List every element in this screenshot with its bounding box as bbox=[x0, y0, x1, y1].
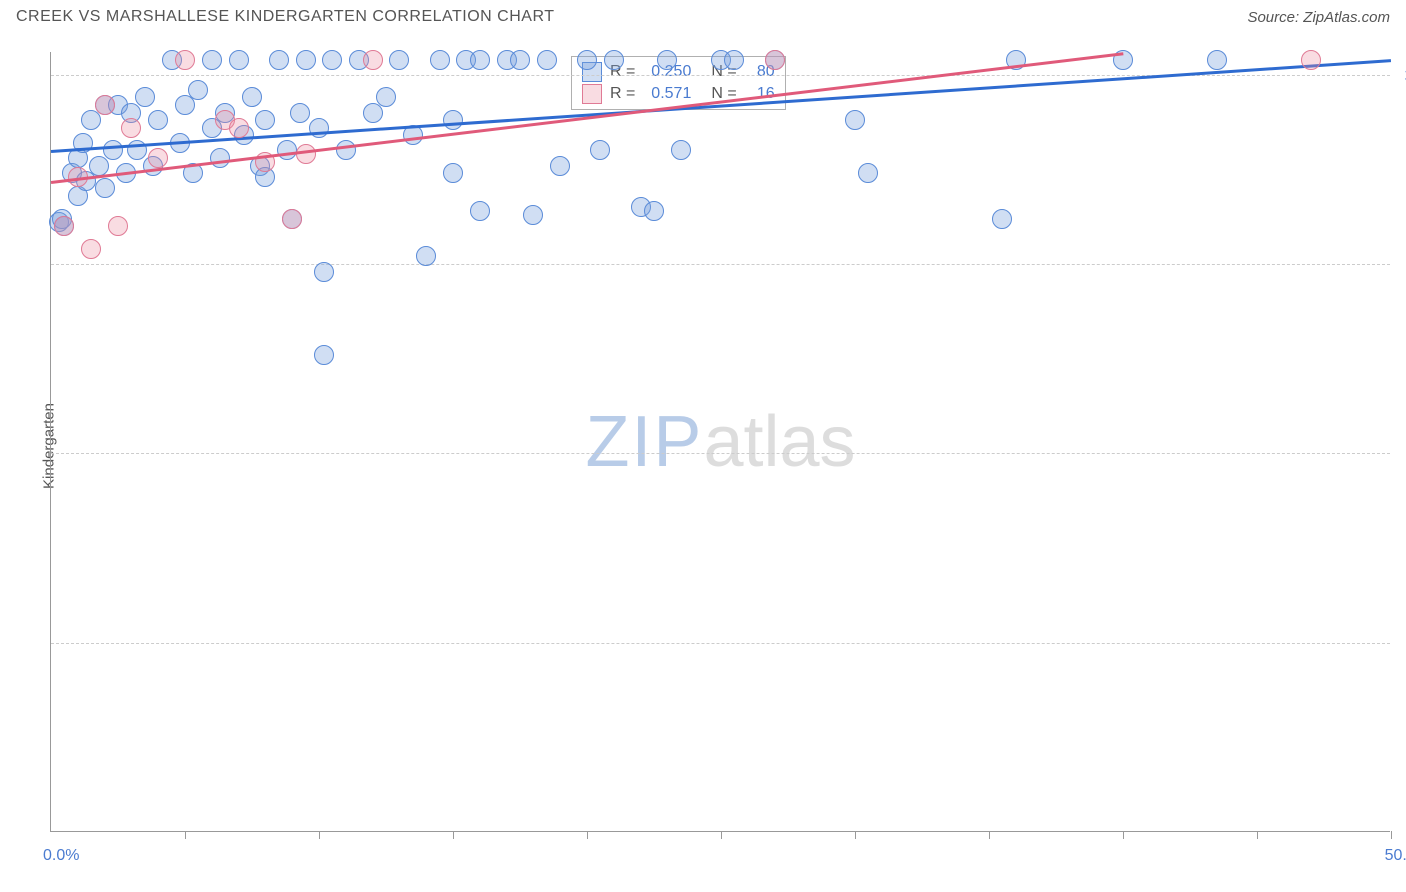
legend-row: R =0.571N =16 bbox=[582, 83, 775, 105]
scatter-point bbox=[188, 80, 208, 100]
scatter-point bbox=[54, 216, 74, 236]
scatter-point bbox=[671, 140, 691, 160]
scatter-point bbox=[363, 50, 383, 70]
scatter-point bbox=[430, 50, 450, 70]
scatter-point bbox=[657, 50, 677, 70]
legend-r-label: R = bbox=[610, 85, 635, 103]
scatter-point bbox=[322, 50, 342, 70]
scatter-point bbox=[443, 163, 463, 183]
chart-title: CREEK VS MARSHALLESE KINDERGARTEN CORREL… bbox=[16, 8, 555, 26]
scatter-point bbox=[290, 103, 310, 123]
scatter-point bbox=[537, 50, 557, 70]
scatter-point bbox=[175, 50, 195, 70]
scatter-point bbox=[103, 140, 123, 160]
scatter-point bbox=[108, 216, 128, 236]
scatter-point bbox=[148, 110, 168, 130]
scatter-point bbox=[845, 110, 865, 130]
scatter-point bbox=[255, 110, 275, 130]
legend-r-value: 0.571 bbox=[643, 85, 691, 103]
scatter-point bbox=[296, 144, 316, 164]
watermark-atlas: atlas bbox=[703, 402, 855, 482]
scatter-point bbox=[314, 262, 334, 282]
chart-header: CREEK VS MARSHALLESE KINDERGARTEN CORREL… bbox=[0, 0, 1406, 32]
chart-plot-area: ZIPatlas R =0.250N =80R =0.571N =16 0.0%… bbox=[50, 52, 1390, 832]
x-tick bbox=[185, 831, 186, 839]
scatter-point bbox=[296, 50, 316, 70]
scatter-point bbox=[510, 50, 530, 70]
x-tick bbox=[453, 831, 454, 839]
x-tick bbox=[1257, 831, 1258, 839]
scatter-point bbox=[269, 50, 289, 70]
scatter-point bbox=[336, 140, 356, 160]
scatter-point bbox=[1301, 50, 1321, 70]
x-axis-min-label: 0.0% bbox=[43, 847, 79, 865]
scatter-point bbox=[148, 148, 168, 168]
scatter-point bbox=[577, 50, 597, 70]
scatter-point bbox=[277, 140, 297, 160]
x-axis-max-label: 50.0% bbox=[1385, 847, 1406, 865]
scatter-point bbox=[550, 156, 570, 176]
scatter-point bbox=[210, 148, 230, 168]
scatter-point bbox=[470, 50, 490, 70]
legend-swatch bbox=[582, 84, 602, 104]
watermark-zip: ZIP bbox=[585, 402, 703, 482]
scatter-point bbox=[765, 50, 785, 70]
scatter-point bbox=[443, 110, 463, 130]
scatter-point bbox=[229, 118, 249, 138]
scatter-point bbox=[135, 87, 155, 107]
x-tick bbox=[1123, 831, 1124, 839]
scatter-point bbox=[1207, 50, 1227, 70]
scatter-point bbox=[314, 345, 334, 365]
scatter-point bbox=[81, 239, 101, 259]
scatter-point bbox=[724, 50, 744, 70]
scatter-point bbox=[604, 50, 624, 70]
scatter-point bbox=[470, 201, 490, 221]
watermark: ZIPatlas bbox=[585, 401, 855, 483]
scatter-point bbox=[202, 50, 222, 70]
x-tick bbox=[319, 831, 320, 839]
scatter-point bbox=[389, 50, 409, 70]
scatter-point bbox=[282, 209, 302, 229]
gridline-horizontal bbox=[51, 453, 1390, 454]
scatter-point bbox=[992, 209, 1012, 229]
scatter-point bbox=[95, 95, 115, 115]
gridline-horizontal bbox=[51, 643, 1390, 644]
scatter-point bbox=[121, 118, 141, 138]
x-tick bbox=[855, 831, 856, 839]
x-tick bbox=[721, 831, 722, 839]
scatter-point bbox=[416, 246, 436, 266]
scatter-point bbox=[523, 205, 543, 225]
gridline-horizontal bbox=[51, 264, 1390, 265]
x-tick bbox=[587, 831, 588, 839]
scatter-point bbox=[242, 87, 262, 107]
x-tick bbox=[989, 831, 990, 839]
scatter-point bbox=[95, 178, 115, 198]
x-tick bbox=[1391, 831, 1392, 839]
scatter-point bbox=[229, 50, 249, 70]
scatter-point bbox=[858, 163, 878, 183]
scatter-point bbox=[644, 201, 664, 221]
scatter-point bbox=[590, 140, 610, 160]
scatter-point bbox=[376, 87, 396, 107]
chart-source: Source: ZipAtlas.com bbox=[1247, 9, 1390, 26]
